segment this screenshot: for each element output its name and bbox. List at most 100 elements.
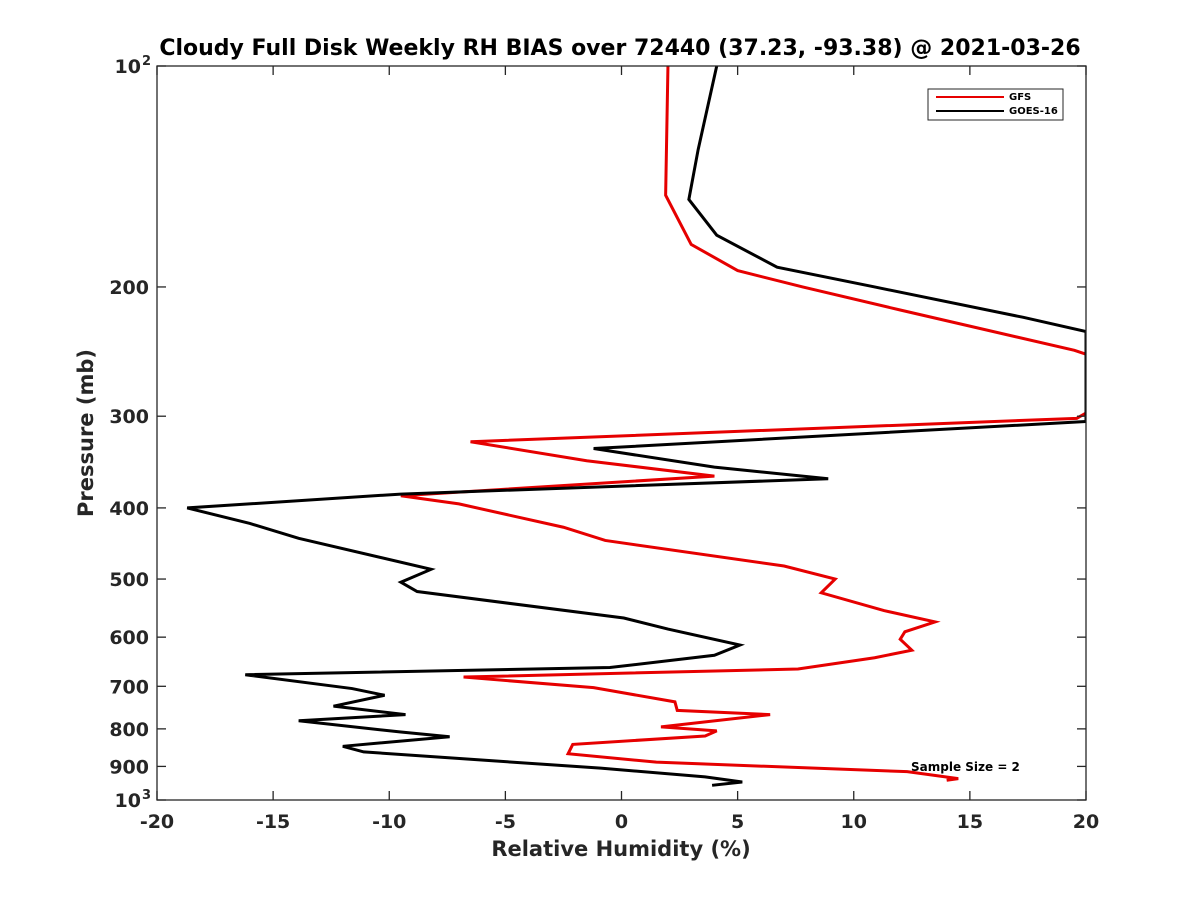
data-point-gfs (469, 440, 472, 443)
y-tick-label: 10 (115, 56, 141, 78)
data-point-goes-16 (341, 745, 344, 748)
data-point-goes-16 (186, 506, 189, 509)
data-point-gfs (457, 502, 460, 505)
data-point-goes-16 (704, 775, 707, 778)
data-point-gfs (690, 243, 693, 246)
data-point-goes-16 (608, 666, 611, 669)
data-point-gfs (797, 667, 800, 670)
data-point-goes-16 (738, 644, 741, 647)
y-tick-label: 500 (109, 569, 149, 591)
data-point-gfs (676, 709, 679, 712)
series-gfs (400, 66, 1086, 782)
data-point-goes-16 (404, 713, 407, 716)
data-point-goes-16 (827, 477, 830, 480)
data-point-goes-16 (666, 628, 669, 631)
data-point-gfs (585, 459, 588, 462)
y-tick-label: 900 (109, 756, 149, 778)
data-point-goes-16 (430, 568, 433, 571)
data-point-gfs (899, 638, 902, 641)
data-point-goes-16 (713, 466, 716, 469)
series-line-goes-16 (186, 66, 1086, 787)
x-axis-ticks: -20 -15 -10 -5 0 5 10 15 20 (140, 66, 1099, 833)
data-point-goes-16 (297, 719, 300, 722)
data-point-gfs (571, 743, 574, 746)
x-tick-label: 10 (841, 811, 867, 833)
data-point-gfs (736, 269, 739, 272)
y-axis-label: Pressure (mb) (74, 349, 98, 517)
data-point-gfs (899, 309, 902, 312)
data-point-gfs (567, 752, 570, 755)
data-point-goes-16 (741, 780, 744, 783)
data-point-gfs (910, 649, 913, 652)
data-point-goes-16 (351, 687, 354, 690)
legend-label-goes-16: GOES-16 (1009, 106, 1058, 117)
data-point-goes-16 (711, 784, 714, 787)
data-point-goes-16 (873, 285, 876, 288)
data-point-goes-16 (416, 590, 419, 593)
series-line-gfs (400, 66, 1086, 782)
data-point-gfs (903, 630, 906, 633)
x-tick-label: 5 (731, 811, 744, 833)
data-point-goes-16 (362, 750, 365, 753)
data-point-goes-16 (715, 234, 718, 237)
data-point-goes-16 (399, 581, 402, 584)
y-tick-label: 10 (115, 790, 141, 812)
data-point-goes-16 (399, 493, 402, 496)
data-point-goes-16 (448, 735, 451, 738)
chart-title: Cloudy Full Disk Weekly RH BIAS over 724… (159, 36, 1080, 61)
x-tick-label: -15 (256, 811, 290, 833)
data-point-goes-16 (383, 694, 386, 697)
data-point-gfs (664, 194, 667, 197)
data-point-gfs (1075, 417, 1078, 420)
data-point-goes-16 (592, 447, 595, 450)
data-point-gfs (834, 578, 837, 581)
legend-box (927, 88, 1064, 121)
series-goes-16 (186, 66, 1086, 787)
sample-size-annotation: Sample Size = 2 (911, 760, 1020, 774)
data-point-gfs (820, 591, 823, 594)
data-point-goes-16 (776, 266, 779, 269)
y-tick-label: 300 (109, 406, 149, 428)
data-point-goes-16 (297, 537, 300, 540)
data-point-gfs (655, 761, 658, 764)
data-point-goes-16 (1022, 316, 1025, 319)
data-point-gfs (659, 725, 662, 728)
data-point-goes-16 (248, 522, 251, 525)
y-tick-label: 400 (109, 498, 149, 520)
y-tick-label: 200 (109, 277, 149, 299)
data-point-gfs (713, 475, 716, 478)
data-point-gfs (462, 676, 465, 679)
data-point-gfs (906, 770, 909, 773)
data-point-gfs (882, 609, 885, 612)
data-point-gfs (604, 539, 607, 542)
data-point-gfs (783, 565, 786, 568)
data-point-gfs (934, 620, 937, 623)
y-tick-label: 800 (109, 719, 149, 741)
y-tick-label: 600 (109, 627, 149, 649)
data-point-gfs (1073, 349, 1076, 352)
data-point-gfs (957, 777, 960, 780)
data-point-goes-16 (599, 767, 602, 770)
legend: GFS GOES-16 (927, 88, 1064, 121)
data-point-goes-16 (399, 731, 402, 734)
y-tick-exponent: 3 (142, 788, 151, 803)
data-point-goes-16 (622, 617, 625, 620)
data-point-gfs (592, 686, 595, 689)
data-point-gfs (801, 285, 804, 288)
x-tick-label: 15 (957, 811, 983, 833)
data-point-gfs (673, 700, 676, 703)
data-point-gfs (562, 526, 565, 529)
data-point-gfs (769, 713, 772, 716)
x-tick-label: -5 (495, 811, 516, 833)
y-tick-label: 700 (109, 676, 149, 698)
x-tick-label: -10 (372, 811, 406, 833)
data-point-goes-16 (713, 654, 716, 657)
data-point-gfs (704, 734, 707, 737)
data-point-goes-16 (244, 673, 247, 676)
x-tick-label: 20 (1073, 811, 1099, 833)
y-tick-exponent: 2 (142, 54, 151, 69)
data-point-gfs (873, 656, 876, 659)
series-layer (186, 66, 1086, 787)
data-point-gfs (715, 729, 718, 732)
